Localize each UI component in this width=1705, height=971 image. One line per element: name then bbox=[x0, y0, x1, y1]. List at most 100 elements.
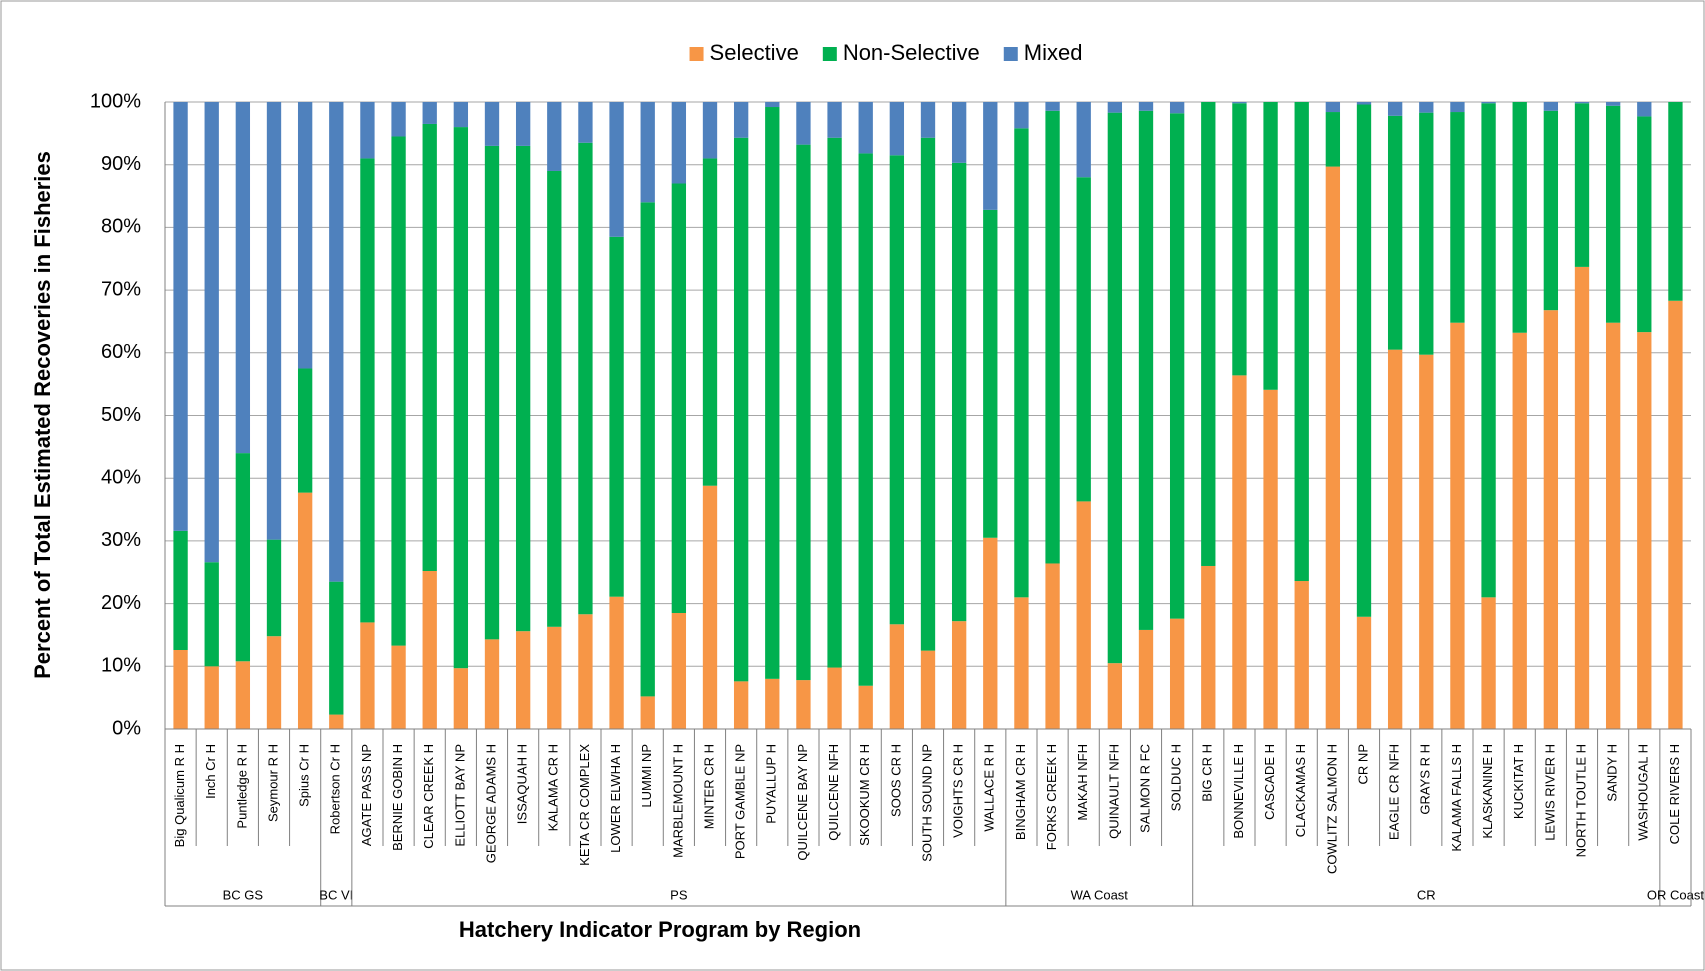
bar-segment bbox=[453, 102, 469, 128]
x-tick-label: PUYALLUP H bbox=[764, 744, 779, 824]
bar-segment bbox=[453, 127, 469, 669]
region-label: WA Coast bbox=[1071, 887, 1129, 902]
y-tick-label: 10% bbox=[101, 655, 141, 677]
bar-segment bbox=[1325, 166, 1341, 729]
bar-segment bbox=[1481, 103, 1496, 598]
x-tick-label: MAKAH NFH bbox=[1075, 744, 1090, 821]
bar-segment bbox=[733, 681, 749, 729]
region-label: BC GS bbox=[223, 887, 264, 902]
x-tick-label: Inch Cr H bbox=[203, 744, 218, 799]
bar-segment bbox=[702, 102, 718, 159]
bar-segment bbox=[1045, 110, 1060, 564]
bar-segment bbox=[920, 137, 936, 651]
bar-segment bbox=[1232, 102, 1247, 104]
bar-segment bbox=[1232, 375, 1247, 729]
x-tick-label: KALAMA FALLS H bbox=[1449, 744, 1464, 852]
x-tick-label: SKOOKUM CR H bbox=[857, 744, 872, 846]
x-tick-label: LOWER ELWHA H bbox=[608, 744, 623, 853]
bar-segment bbox=[1512, 102, 1527, 333]
bar-segment bbox=[1014, 597, 1029, 729]
x-tick-label: COLE RIVERS H bbox=[1667, 744, 1682, 844]
bar-segment bbox=[1419, 102, 1434, 113]
bar-segment bbox=[1201, 565, 1216, 729]
x-tick-label: QUILCENE BAY NP bbox=[795, 744, 810, 861]
bar-segment bbox=[204, 666, 219, 729]
x-tick-label: COWLITZ SALMON H bbox=[1324, 744, 1339, 874]
y-tick-label: 100% bbox=[90, 90, 141, 112]
bar-segment bbox=[1138, 102, 1154, 111]
x-tick-label: KETA CR COMPLEX bbox=[577, 744, 592, 866]
bar-segment bbox=[235, 453, 251, 662]
x-tick-label: QUINAULT NFH bbox=[1106, 744, 1121, 839]
y-tick-label: 40% bbox=[101, 466, 141, 488]
bar-segment bbox=[515, 145, 531, 632]
bar-segment bbox=[1356, 102, 1372, 105]
bar-segment bbox=[1450, 102, 1465, 113]
bar-segment bbox=[329, 581, 344, 715]
bar-segment bbox=[422, 123, 437, 571]
x-tick-label: SOOS CR H bbox=[888, 744, 903, 817]
bar-segment bbox=[702, 485, 718, 729]
bar-segment bbox=[1107, 663, 1123, 729]
bar-segment bbox=[360, 102, 375, 159]
bar-segment bbox=[1543, 310, 1559, 729]
bar-segment bbox=[1574, 103, 1590, 267]
bar-segment bbox=[297, 368, 313, 493]
bar-segment bbox=[858, 102, 873, 154]
bar-segment bbox=[391, 136, 406, 646]
bar-segment bbox=[827, 102, 842, 138]
bar-segment bbox=[578, 142, 593, 615]
y-tick-label: 20% bbox=[101, 592, 141, 614]
bar-segment bbox=[515, 631, 531, 729]
bar-segment bbox=[1294, 581, 1309, 729]
bar-segment bbox=[1263, 389, 1278, 729]
x-tick-label: CASCADE H bbox=[1262, 744, 1277, 820]
y-tick-label: 70% bbox=[101, 278, 141, 300]
x-tick-label: VOIGHTS CR H bbox=[951, 744, 966, 838]
y-tick-label: 60% bbox=[101, 341, 141, 363]
bar-segment bbox=[1450, 112, 1465, 323]
region-label: OR Coast bbox=[1647, 887, 1704, 902]
bar-segment bbox=[484, 145, 500, 640]
x-tick-label: MINTER CR H bbox=[701, 744, 716, 829]
bar-segment bbox=[1263, 102, 1278, 390]
bar-segment bbox=[1637, 332, 1652, 729]
y-tick-label: 30% bbox=[101, 529, 141, 551]
bar-segment bbox=[796, 680, 811, 729]
bar-segment bbox=[1356, 104, 1372, 617]
x-tick-label: GRAYS R H bbox=[1418, 744, 1433, 815]
x-tick-label: FORKS CREEK H bbox=[1044, 744, 1059, 850]
bar-segment bbox=[297, 492, 313, 729]
bar-segment bbox=[391, 645, 406, 729]
bar-segment bbox=[1045, 102, 1060, 111]
bar-segment bbox=[1294, 102, 1309, 582]
bar-segment bbox=[858, 153, 873, 686]
bar-segment bbox=[733, 102, 749, 138]
bar-segment bbox=[578, 102, 593, 143]
bar-segment bbox=[1232, 103, 1247, 376]
bar-segment bbox=[640, 202, 655, 697]
bar-segment bbox=[671, 613, 687, 729]
x-tick-label: Spius Cr H bbox=[297, 744, 312, 807]
x-axis-title: Hatchery Indicator Program by Region bbox=[459, 917, 861, 942]
bar-segment bbox=[578, 614, 593, 729]
bar-segment bbox=[1668, 300, 1683, 729]
x-tick-label: CLEAR CREEK H bbox=[421, 744, 436, 849]
bar-segment bbox=[1138, 629, 1154, 729]
bar-segment bbox=[951, 162, 967, 622]
bar-segment bbox=[1325, 102, 1341, 113]
bar-segment bbox=[609, 102, 624, 237]
bar-segment bbox=[671, 183, 687, 614]
bar-segment bbox=[1543, 110, 1559, 311]
x-tick-label: BIG CR H bbox=[1200, 744, 1215, 802]
bar-segment bbox=[702, 158, 718, 486]
bar-segment bbox=[1543, 102, 1559, 111]
bar-segment bbox=[1387, 349, 1403, 729]
legend-swatch bbox=[822, 47, 837, 61]
bar-segment bbox=[858, 685, 873, 729]
bar-segment bbox=[1076, 102, 1091, 178]
bar-segment bbox=[422, 102, 437, 124]
y-tick-label: 50% bbox=[101, 404, 141, 426]
bar-segment bbox=[1668, 102, 1683, 301]
bar-segment bbox=[1419, 112, 1434, 355]
